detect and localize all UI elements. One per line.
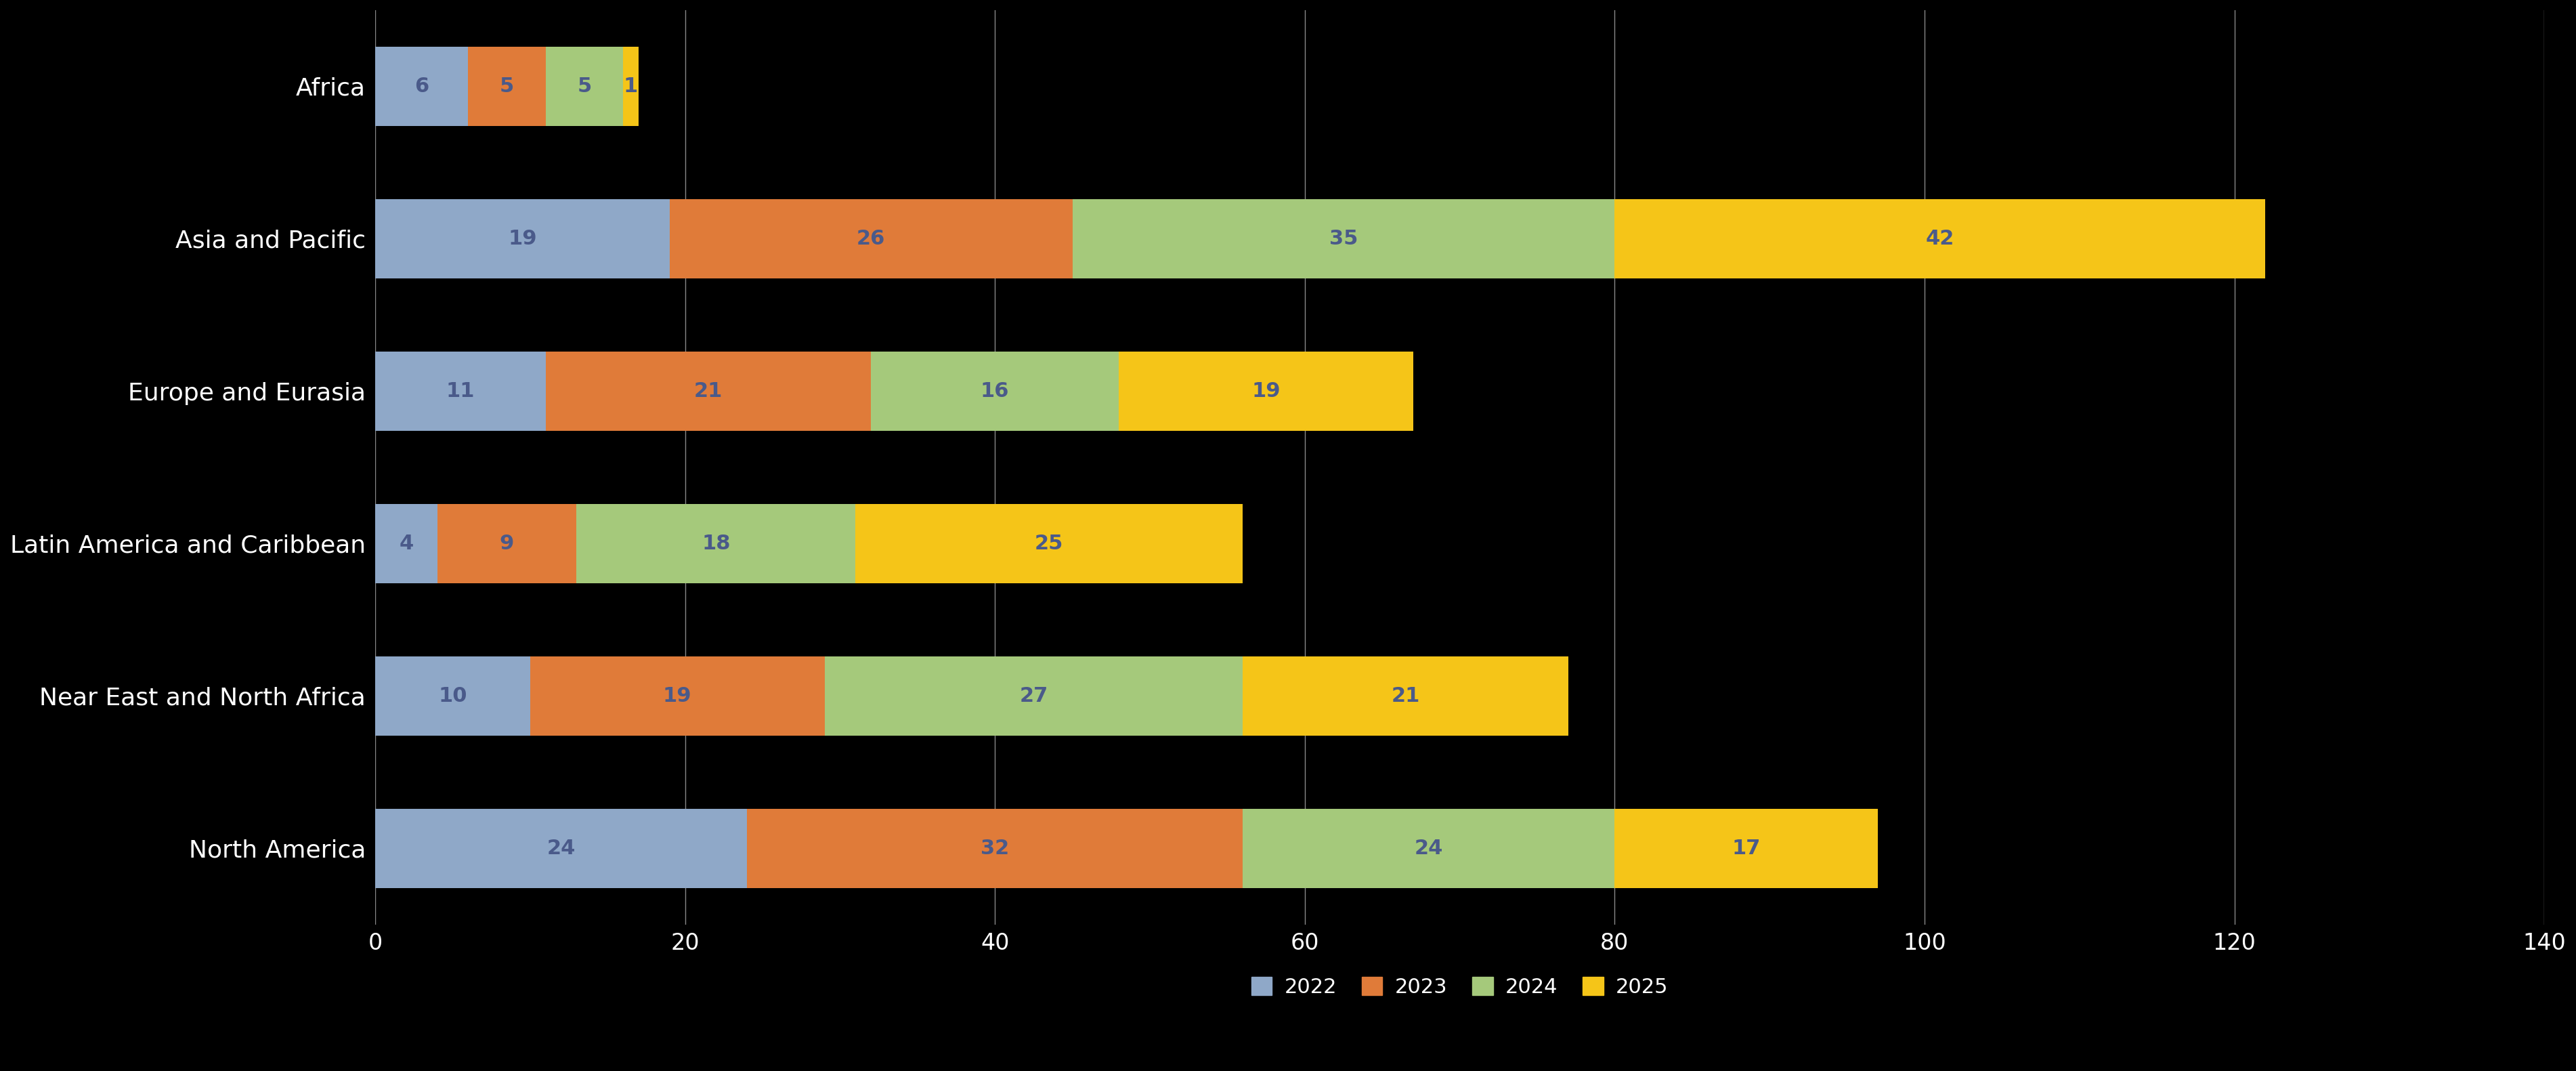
Text: 21: 21 (693, 381, 724, 401)
Text: 19: 19 (1252, 381, 1280, 401)
Bar (376, 503, 438, 583)
Text: 18: 18 (701, 533, 732, 554)
Text: 4: 4 (399, 533, 412, 554)
Text: 19: 19 (662, 687, 693, 706)
Text: 1: 1 (623, 76, 639, 96)
Bar (376, 809, 747, 888)
Bar (438, 503, 577, 583)
Bar (376, 657, 531, 736)
Bar (577, 503, 855, 583)
Bar (376, 47, 469, 126)
Legend: 2022, 2023, 2024, 2025: 2022, 2023, 2024, 2025 (1244, 968, 1677, 1006)
Bar (747, 809, 1242, 888)
Text: 5: 5 (500, 76, 515, 96)
Bar (376, 199, 670, 278)
Bar (376, 351, 546, 431)
Bar (871, 351, 1118, 431)
Text: 9: 9 (500, 533, 515, 554)
Bar (1118, 351, 1414, 431)
Bar (546, 351, 871, 431)
Bar (1072, 199, 1615, 278)
Bar (1615, 809, 1878, 888)
Bar (824, 657, 1242, 736)
Text: 24: 24 (546, 839, 574, 858)
Text: 19: 19 (507, 229, 536, 248)
Bar (1242, 657, 1569, 736)
Text: 32: 32 (981, 839, 1010, 858)
Text: 42: 42 (1927, 229, 1955, 248)
Bar (469, 47, 546, 126)
Text: 27: 27 (1020, 687, 1048, 706)
Bar (1615, 199, 2264, 278)
Text: 16: 16 (981, 381, 1010, 401)
Text: 24: 24 (1414, 839, 1443, 858)
Bar (623, 47, 639, 126)
Bar (1242, 809, 1615, 888)
Text: 11: 11 (446, 381, 474, 401)
Text: 21: 21 (1391, 687, 1419, 706)
Text: 25: 25 (1036, 533, 1064, 554)
Bar (531, 657, 824, 736)
Text: 35: 35 (1329, 229, 1358, 248)
Text: 17: 17 (1731, 839, 1759, 858)
Text: 10: 10 (438, 687, 466, 706)
Text: 5: 5 (577, 76, 592, 96)
Text: 6: 6 (415, 76, 428, 96)
Bar (855, 503, 1242, 583)
Text: 26: 26 (858, 229, 886, 248)
Bar (670, 199, 1072, 278)
Bar (546, 47, 623, 126)
